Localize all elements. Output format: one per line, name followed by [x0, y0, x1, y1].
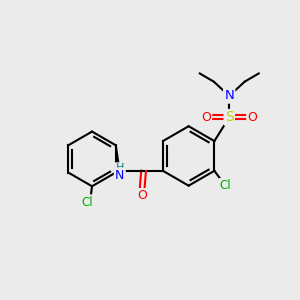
Text: S: S — [225, 110, 234, 124]
Text: O: O — [201, 111, 211, 124]
Text: Cl: Cl — [81, 196, 93, 208]
Text: H: H — [116, 164, 124, 173]
Text: O: O — [137, 189, 147, 202]
Text: O: O — [248, 111, 257, 124]
Text: N: N — [224, 89, 234, 102]
Text: Cl: Cl — [220, 179, 232, 192]
Text: N: N — [115, 169, 124, 182]
